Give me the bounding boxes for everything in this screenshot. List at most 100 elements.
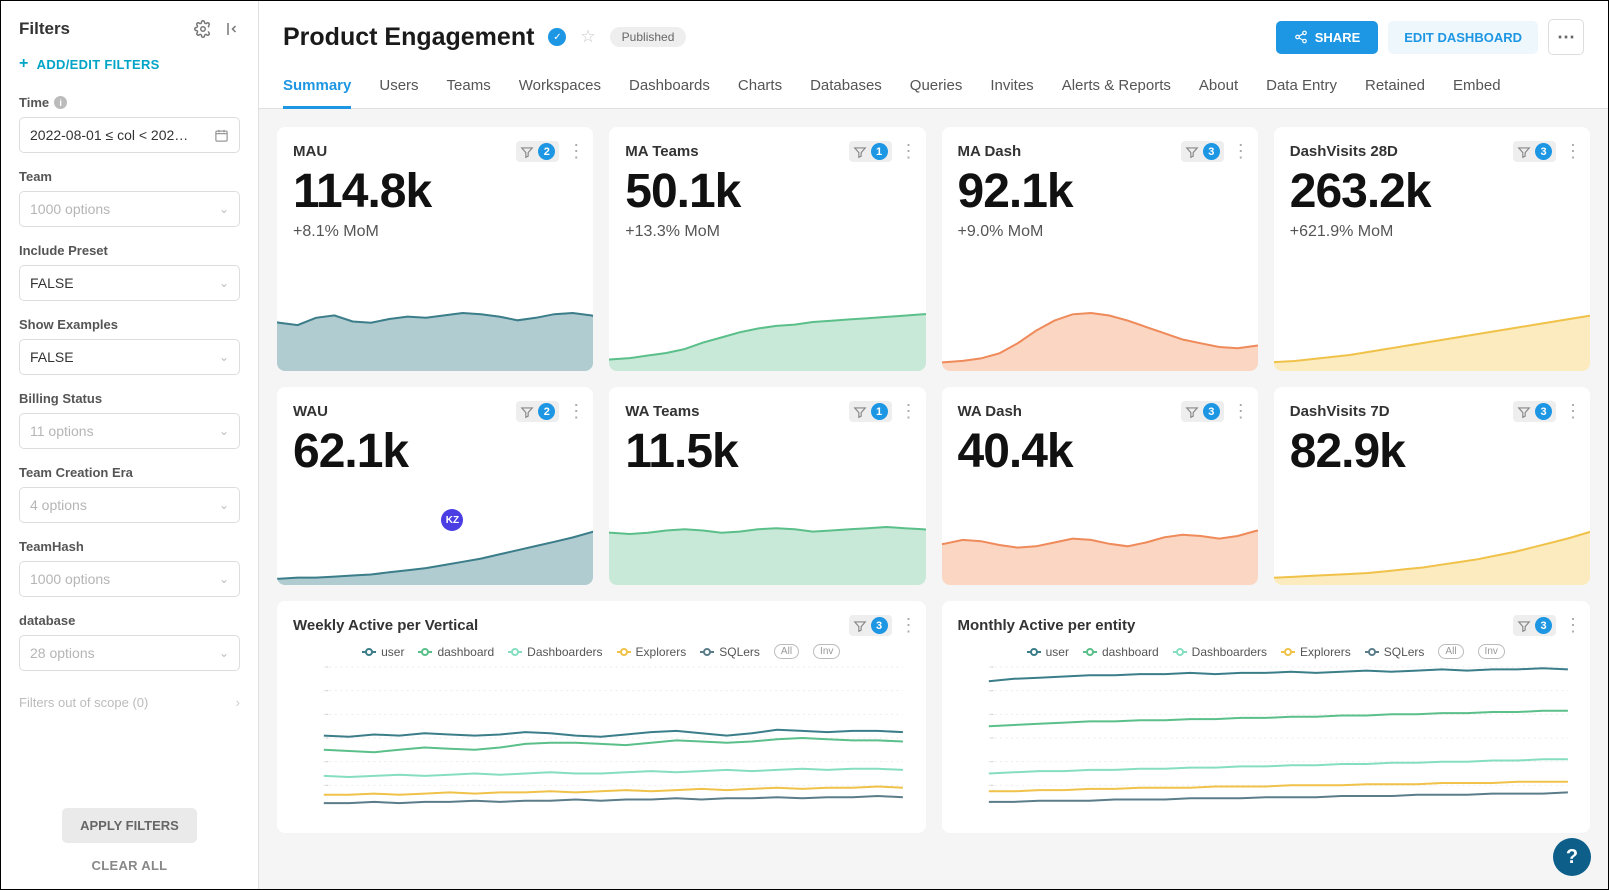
metric-card: WA Dash3⋮40.4k (942, 387, 1258, 585)
tab-charts[interactable]: Charts (738, 67, 782, 108)
page-title: Product Engagement (283, 23, 534, 52)
card-menu-button[interactable]: ⋮ (567, 401, 577, 422)
metric-card: DashVisits 7D3⋮82.9k (1274, 387, 1590, 585)
legend-item[interactable]: dashboard (418, 645, 494, 659)
card-filter-chip[interactable]: 3 (849, 615, 892, 636)
legend-pill[interactable]: All (1438, 644, 1463, 659)
metric-delta: +8.1% MoM (293, 223, 577, 241)
clear-all-button[interactable]: CLEAR ALL (92, 858, 168, 873)
card-filter-chip[interactable]: 1 (849, 401, 892, 422)
tab-queries[interactable]: Queries (910, 67, 963, 108)
chart-legend: user dashboard Dashboarders Explorers SQLers… (958, 644, 1575, 659)
metric-card: DashVisits 28D3⋮263.2k+621.9% MoM (1274, 127, 1590, 371)
share-button[interactable]: SHARE (1276, 21, 1379, 54)
card-filter-chip[interactable]: 1 (849, 141, 892, 162)
sparkline-chart (1274, 295, 1590, 371)
filter-select[interactable]: 28 options⌄ (19, 635, 240, 671)
chevron-down-icon: ⌄ (219, 646, 229, 660)
legend-item[interactable]: Dashboarders (508, 645, 602, 659)
card-filter-chip[interactable]: 2 (516, 141, 559, 162)
tab-data-entry[interactable]: Data Entry (1266, 67, 1337, 108)
legend-swatch-icon (700, 648, 714, 656)
tab-invites[interactable]: Invites (990, 67, 1033, 108)
status-badge: Published (610, 27, 687, 47)
tab-dashboards[interactable]: Dashboards (629, 67, 710, 108)
metric-value: 50.1k (625, 166, 909, 219)
metric-card: MA Dash3⋮92.1k+9.0% MoM (942, 127, 1258, 371)
tab-workspaces[interactable]: Workspaces (519, 67, 601, 108)
tab-alerts-reports[interactable]: Alerts & Reports (1062, 67, 1171, 108)
tab-embed[interactable]: Embed (1453, 67, 1501, 108)
card-menu-button[interactable]: ⋮ (900, 615, 910, 636)
card-filter-chip[interactable]: 3 (1513, 401, 1556, 422)
filters-out-of-scope[interactable]: Filters out of scope (0) › (19, 695, 240, 710)
metric-card: MAU2⋮114.8k+8.1% MoM (277, 127, 593, 371)
filter-count-badge: 3 (1535, 403, 1552, 420)
apply-filters-button[interactable]: APPLY FILTERS (62, 808, 197, 843)
card-filter-chip[interactable]: 3 (1181, 401, 1224, 422)
filter-select[interactable]: FALSE⌄ (19, 339, 240, 375)
edit-dashboard-button[interactable]: EDIT DASHBOARD (1388, 21, 1538, 54)
filter-select[interactable]: 4 options⌄ (19, 487, 240, 523)
collapse-sidebar-icon[interactable] (222, 20, 240, 38)
help-fab-button[interactable]: ? (1553, 838, 1591, 876)
metric-value: 92.1k (958, 166, 1242, 219)
tab-databases[interactable]: Databases (810, 67, 882, 108)
legend-item[interactable]: user (362, 645, 404, 659)
card-filter-chip[interactable]: 3 (1513, 615, 1556, 636)
filter-value: 1000 options (30, 201, 110, 217)
filter-label: Billing Status (19, 391, 240, 406)
legend-item[interactable]: SQLers (1365, 645, 1425, 659)
card-title: WA Dash (958, 403, 1022, 420)
main-area: Product Engagement ✓ ☆ Published SHARE E… (259, 1, 1608, 889)
tab-about[interactable]: About (1199, 67, 1238, 108)
card-menu-button[interactable]: ⋮ (900, 401, 910, 422)
card-title: Weekly Active per Vertical (293, 617, 478, 634)
card-menu-button[interactable]: ⋮ (1232, 401, 1242, 422)
wide-chart-card: Monthly Active per entity3⋮userdashboard… (942, 601, 1591, 833)
chevron-down-icon: ⌄ (219, 498, 229, 512)
filter-label: Team Creation Era (19, 465, 240, 480)
filter-count-badge: 2 (538, 143, 555, 160)
legend-item[interactable]: Explorers (617, 645, 687, 659)
legend-item[interactable]: user (1027, 645, 1069, 659)
filter-select[interactable]: 1000 options⌄ (19, 561, 240, 597)
filter-select[interactable]: 2022-08-01 ≤ col < 202… (19, 117, 240, 153)
metric-card: WA Teams1⋮11.5k (609, 387, 925, 585)
card-menu-button[interactable]: ⋮ (1232, 141, 1242, 162)
filter-label: Timei (19, 95, 240, 110)
legend-pill[interactable]: Inv (1478, 644, 1505, 659)
card-menu-button[interactable]: ⋮ (1564, 615, 1574, 636)
legend-item[interactable]: dashboard (1083, 645, 1159, 659)
info-icon[interactable]: i (54, 96, 67, 109)
filter-select[interactable]: 1000 options⌄ (19, 191, 240, 227)
tab-users[interactable]: Users (379, 67, 418, 108)
add-edit-filters-button[interactable]: + ADD/EDIT FILTERS (19, 55, 240, 73)
filter-select[interactable]: 11 options⌄ (19, 413, 240, 449)
tab-retained[interactable]: Retained (1365, 67, 1425, 108)
legend-item[interactable]: Dashboarders (1173, 645, 1267, 659)
verified-icon: ✓ (548, 28, 566, 46)
card-menu-button[interactable]: ⋮ (1564, 401, 1574, 422)
legend-item[interactable]: SQLers (700, 645, 760, 659)
card-menu-button[interactable]: ⋮ (900, 141, 910, 162)
chevron-down-icon: ⌄ (219, 424, 229, 438)
card-menu-button[interactable]: ⋮ (567, 141, 577, 162)
filter-count-badge: 1 (871, 143, 888, 160)
card-menu-button[interactable]: ⋮ (1564, 141, 1574, 162)
filter-value: FALSE (30, 275, 74, 291)
filter-select[interactable]: FALSE⌄ (19, 265, 240, 301)
filter-count-badge: 3 (1203, 143, 1220, 160)
legend-pill[interactable]: All (774, 644, 799, 659)
tab-teams[interactable]: Teams (447, 67, 491, 108)
card-filter-chip[interactable]: 3 (1513, 141, 1556, 162)
tab-summary[interactable]: Summary (283, 67, 351, 108)
metric-delta: +9.0% MoM (958, 223, 1242, 241)
more-menu-button[interactable]: ⋯ (1548, 19, 1584, 55)
card-filter-chip[interactable]: 3 (1181, 141, 1224, 162)
favorite-star-icon[interactable]: ☆ (580, 27, 595, 47)
card-filter-chip[interactable]: 2 (516, 401, 559, 422)
legend-pill[interactable]: Inv (813, 644, 840, 659)
legend-item[interactable]: Explorers (1281, 645, 1351, 659)
gear-icon[interactable] (194, 20, 212, 38)
